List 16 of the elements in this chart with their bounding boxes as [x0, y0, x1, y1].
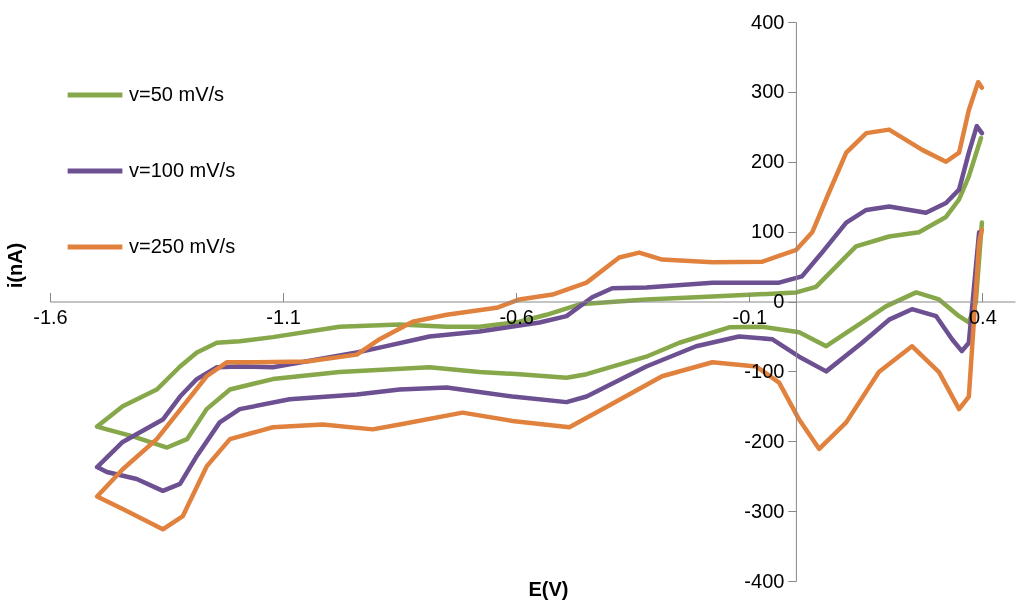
y-tick-label: -200 [744, 429, 785, 452]
y-tick-label: 100 [751, 220, 785, 243]
legend-label: v=250 mV/s [129, 235, 236, 257]
y-tick-label: 200 [751, 150, 785, 173]
x-tick-label: -0.1 [732, 306, 768, 328]
x-axis-title: E(V) [528, 577, 569, 600]
legend-label: v=100 mV/s [129, 159, 236, 181]
legend-label: v=50 mV/s [129, 83, 225, 105]
y-tick-label: 400 [751, 10, 785, 33]
x-tick-label: -1.1 [266, 306, 301, 328]
y-axis-title: i(nA) [3, 242, 26, 289]
y-tick-label: 300 [751, 80, 785, 103]
y-tick-label: -300 [744, 499, 785, 522]
x-tick-label: -1.6 [33, 306, 68, 328]
y-tick-label: -400 [744, 569, 785, 592]
y-tick-label: 0 [773, 290, 785, 312]
